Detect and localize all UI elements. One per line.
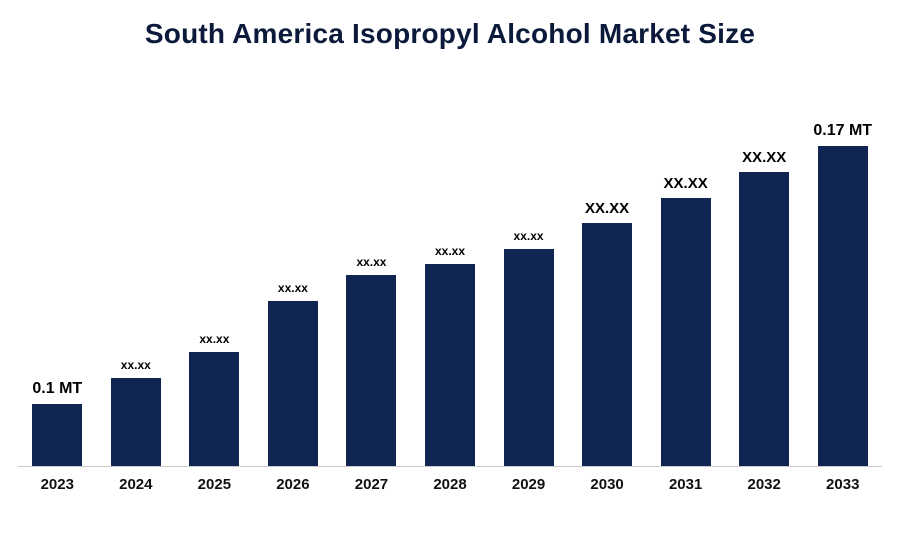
- bar-value-label: xx.xx: [277, 280, 308, 295]
- bar-column: XX.XX: [725, 149, 804, 466]
- bar-column: XX.XX: [568, 200, 647, 466]
- bar-2023: [32, 403, 83, 466]
- bar-column: 0.17 MT: [803, 122, 882, 466]
- x-axis-label: 2030: [590, 476, 624, 493]
- bar-2024: [110, 377, 161, 466]
- bar-column: xx.xx: [175, 332, 254, 466]
- bar-value-label: 0.17 MT: [813, 122, 873, 139]
- x-axis-label: 2032: [747, 476, 781, 493]
- bar-value-label: xx.xx: [434, 243, 466, 258]
- chart-title: South America Isopropyl Alcohol Market S…: [144, 18, 756, 49]
- bar-series: 0.1 MT xx.xx xx.xx xx.xx xx.xx xx.xx xx.xx XX.X…: [18, 62, 882, 466]
- bar-column: xx.xx: [97, 358, 176, 466]
- x-axis-label: 2025: [197, 476, 232, 493]
- chart-container: South America Isopropyl Alcohol Market S…: [0, 18, 900, 543]
- bar-2028: [425, 263, 475, 466]
- bar-column: 0.1 MT: [18, 379, 97, 466]
- bar-2031: [660, 197, 711, 466]
- x-axis-label: 2031: [668, 476, 703, 493]
- bar-value-label: XX.XX: [742, 148, 787, 166]
- bar-2029: [503, 249, 554, 466]
- x-axis-labels: 2023 2024 2025 2026 2027 2028 2029 2030 2031 2032…: [18, 476, 882, 493]
- bar-2027: [346, 274, 397, 466]
- bar-2030: [582, 223, 633, 466]
- x-axis-label: 2029: [511, 476, 546, 493]
- x-axis-label: 2027: [354, 476, 389, 493]
- x-axis-label: 2028: [433, 476, 467, 493]
- bar-value-label: XX.XX: [585, 200, 630, 218]
- x-axis-label: 2026: [276, 476, 310, 493]
- x-axis-label: 2023: [40, 476, 74, 493]
- bar-value-label: XX.XX: [663, 174, 708, 192]
- bar-value-label: xx.xx: [356, 254, 387, 269]
- bar-value-label: xx.xx: [199, 332, 230, 346]
- bar-column: XX.XX: [646, 174, 725, 466]
- bar-value-label: 0.1 MT: [32, 379, 83, 397]
- bar-value-label: xx.xx: [120, 357, 151, 372]
- x-axis-label: 2024: [119, 476, 153, 493]
- bar-column: xx.xx: [411, 244, 490, 466]
- plot-area: 0.1 MT xx.xx xx.xx xx.xx xx.xx xx.xx xx.xx XX.X…: [18, 62, 882, 493]
- bar-2033: [817, 146, 868, 466]
- bar-column: xx.xx: [254, 280, 333, 466]
- x-axis-label: 2033: [826, 476, 860, 493]
- bar-2026: [267, 300, 318, 466]
- bar-value-label: xx.xx: [513, 229, 544, 243]
- bar-column: xx.xx: [332, 255, 411, 466]
- x-axis-line: [18, 466, 882, 467]
- bar-2025: [189, 352, 240, 466]
- bar-column: xx.xx: [489, 229, 568, 466]
- bar-2032: [739, 171, 790, 466]
